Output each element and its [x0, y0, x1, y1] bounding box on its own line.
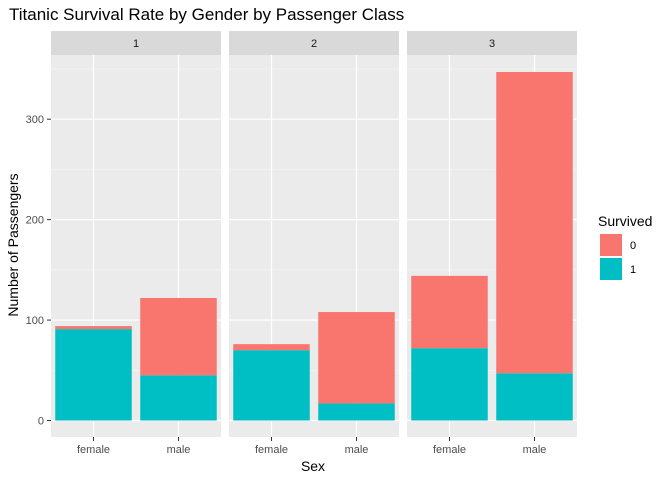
facet-strip-label: 2 [311, 38, 317, 50]
bar-survived-0-class-3-male [496, 72, 573, 374]
x-axis-title: Sex [301, 458, 325, 474]
bar-survived-1-class-1-male [140, 375, 217, 421]
legend-key-1 [600, 258, 622, 280]
x-tick-label: female [77, 444, 110, 456]
facet-panels: 0 100 200 300 1 female male 2 female male 3 female m… [26, 31, 577, 456]
chart-title: Titanic Survival Rate by Gender by Passe… [9, 5, 404, 24]
bar-survived-0-class-2-female [233, 344, 310, 351]
legend-key-0 [600, 234, 622, 256]
x-tick-label: male [345, 444, 369, 456]
y-tick-label: 100 [26, 315, 44, 327]
bar-survived-1-class-2-male [318, 403, 395, 421]
bar-survived-1-class-2-female [233, 350, 310, 421]
legend: Survived 0 1 [598, 213, 652, 280]
legend-title: Survived [598, 213, 652, 229]
bar-survived-0-class-2-male [318, 312, 395, 404]
y-axis-title: Number of Passengers [5, 173, 21, 316]
x-tick-label: male [167, 444, 191, 456]
bar-survived-1-class-3-male [496, 373, 573, 421]
x-tick-label: male [523, 444, 547, 456]
bar-survived-1-class-3-female [411, 348, 488, 421]
facet-strip-label: 1 [133, 38, 139, 50]
legend-label-1: 1 [630, 264, 636, 276]
facet-strip-label: 3 [489, 38, 495, 50]
y-tick-label: 300 [26, 114, 44, 126]
bar-survived-0-class-3-female [411, 275, 488, 349]
x-tick-label: female [255, 444, 288, 456]
bar-survived-0-class-1-female [55, 326, 132, 330]
legend-label-0: 0 [630, 240, 636, 252]
facet-strip [229, 31, 399, 55]
facet-strip [407, 31, 577, 55]
y-tick-label: 0 [38, 416, 44, 428]
facet-strip [51, 31, 221, 55]
x-tick-label: female [433, 444, 466, 456]
bar-survived-1-class-1-female [55, 329, 132, 421]
bar-survived-0-class-1-male [140, 297, 217, 376]
y-tick-label: 200 [26, 215, 44, 227]
